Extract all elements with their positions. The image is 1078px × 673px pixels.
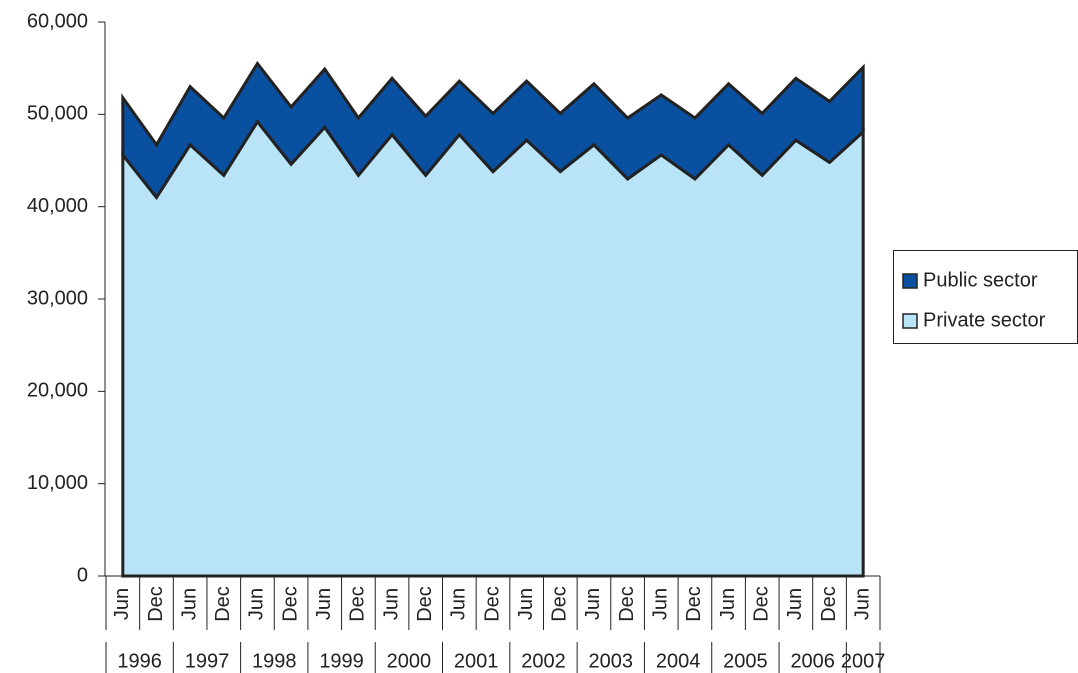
year-label: 1996	[117, 650, 162, 672]
year-label: 2000	[387, 650, 432, 672]
x-tick-label: Jun	[111, 588, 133, 620]
x-tick-label: Dec	[818, 586, 840, 622]
x-tick-label: Jun	[448, 588, 470, 620]
x-tick-label: Dec	[750, 586, 772, 622]
x-tick-label: Jun	[784, 588, 806, 620]
x-tick-label: Dec	[683, 586, 705, 622]
legend-swatch	[902, 313, 918, 329]
x-tick-label: Dec	[145, 586, 167, 622]
legend-label: Public sector	[923, 269, 1038, 291]
year-label: 2003	[589, 650, 634, 672]
y-tick-label: 20,000	[27, 380, 88, 402]
x-tick-label: Jun	[650, 588, 672, 620]
legend-label: Private sector	[923, 309, 1046, 331]
area	[121, 119, 865, 578]
x-tick-label: Jun	[380, 588, 402, 620]
x-tick-label: Jun	[178, 588, 200, 620]
x-tick-label: Jun	[246, 588, 268, 620]
x-tick-label: Dec	[347, 586, 369, 622]
legend-box	[893, 250, 1078, 344]
x-tick-label: Dec	[549, 586, 571, 622]
year-label: 2007	[841, 650, 886, 672]
x-tick-label: Jun	[717, 588, 739, 620]
legend-swatch	[902, 273, 918, 289]
year-label: 2001	[454, 650, 499, 672]
y-tick-label: 50,000	[27, 103, 88, 125]
x-tick-label: Dec	[481, 586, 503, 622]
year-label: 2002	[521, 650, 566, 672]
year-label: 2005	[723, 650, 768, 672]
y-tick-label: 30,000	[27, 287, 88, 309]
y-tick-label: 10,000	[27, 472, 88, 494]
x-tick-label: Jun	[515, 588, 537, 620]
x-tick-label: Jun	[851, 588, 873, 620]
area	[121, 60, 865, 201]
x-tick-label: Dec	[414, 586, 436, 622]
x-tick-label: Dec	[279, 586, 301, 622]
y-tick-label: 0	[77, 564, 88, 586]
y-tick-label: 40,000	[27, 195, 88, 217]
y-tick-label: 60,000	[27, 10, 88, 32]
x-tick-label: Jun	[313, 588, 335, 620]
year-label: 2006	[790, 650, 835, 672]
x-tick-label: Dec	[212, 586, 234, 622]
x-tick-label: Jun	[582, 588, 604, 620]
year-label: 1998	[252, 650, 297, 672]
x-tick-label: Dec	[616, 586, 638, 622]
year-label: 1997	[185, 650, 230, 672]
year-label: 2004	[656, 650, 701, 672]
year-label: 1999	[319, 650, 364, 672]
